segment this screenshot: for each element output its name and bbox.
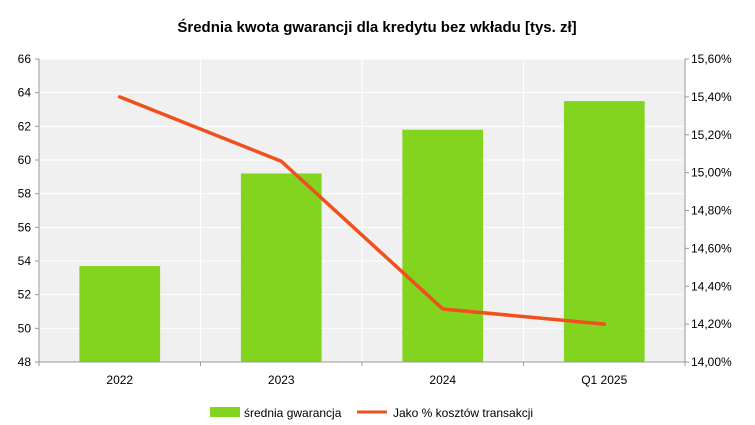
y-left-tick-label: 62 [18,119,32,133]
legend-label-line: Jako % kosztów transakcji [393,406,533,420]
series-line [118,95,606,326]
bar [79,266,161,362]
bar [402,129,484,362]
x-tick-label: 2022 [106,373,133,387]
y-left-tick-label: 52 [18,288,32,302]
chart-title: Średnia kwota gwarancji dla kredytu bez … [177,18,576,36]
x-tick-label: 2024 [429,373,456,387]
x-tick-label: 2023 [268,373,295,387]
y-right-tick-label: 14,80% [691,204,732,218]
bar-series [79,101,645,362]
legend-label-bar: średnia gwarancja [244,406,342,420]
y-left-tick-label: 54 [18,254,32,268]
line-series [118,95,606,326]
y-left-tick-label: 66 [18,52,32,66]
y-right-tick-label: 15,20% [691,128,732,142]
y-right-tick-label: 15,40% [691,90,732,104]
bar [240,173,322,362]
y-left-tick-label: 58 [18,187,32,201]
y-left-tick-label: 48 [18,355,32,369]
y-right-tick-label: 15,00% [691,166,732,180]
bar [563,101,645,362]
x-tick-label: Q1 2025 [581,373,627,387]
axes: 48 50 52 54 56 58 60 62 64 66 14,00% 14,20% 14,40% 14… [18,52,732,387]
y-left-tick-label: 60 [18,153,32,167]
y-right-tick-label: 14,40% [691,279,732,293]
y-right-tick-label: 15,60% [691,52,732,66]
legend: średnia gwarancja Jako % kosztów transak… [210,406,533,420]
y-right-tick-label: 14,00% [691,355,732,369]
legend-swatch-bar [210,407,240,417]
y-left-tick-label: 64 [18,86,32,100]
y-right-tick-label: 14,20% [691,317,732,331]
y-left-tick-label: 50 [18,321,32,335]
y-right-tick-label: 14,60% [691,241,732,255]
y-left-tick-label: 56 [18,220,32,234]
